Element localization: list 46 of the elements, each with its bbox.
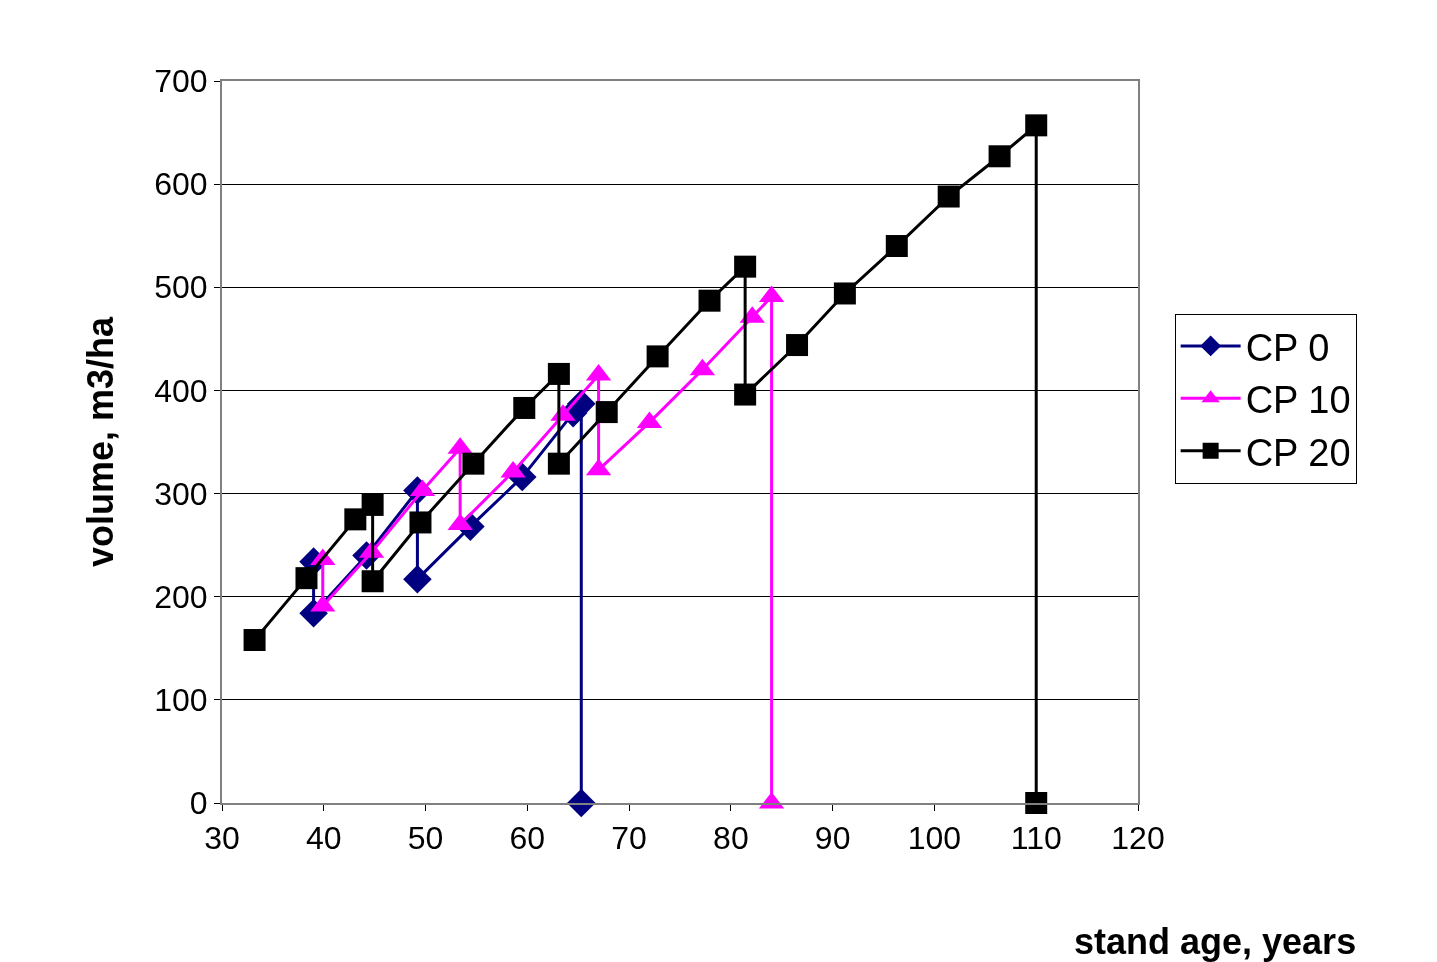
x-tick-label: 30	[204, 820, 240, 857]
point	[698, 289, 721, 312]
point	[595, 401, 618, 424]
point	[885, 235, 908, 258]
x-tick-label: 50	[407, 820, 444, 857]
x-tick-label: 120	[1111, 820, 1165, 857]
point	[243, 629, 266, 652]
y-axis-title: volume, m3/ha	[79, 315, 121, 568]
legend-label: CP 0	[1245, 326, 1330, 369]
x-tick-label: 40	[305, 820, 342, 857]
x-axis-title: stand age, years	[1074, 921, 1357, 962]
point	[734, 383, 757, 406]
y-tick-label: 0	[189, 785, 208, 822]
point	[462, 452, 485, 475]
y-tick-label: 300	[154, 475, 208, 512]
x-tick-label: 110	[1010, 820, 1062, 857]
point	[295, 567, 318, 590]
point	[988, 145, 1011, 168]
point	[547, 362, 570, 385]
point	[1025, 792, 1048, 814]
point	[734, 255, 757, 278]
point	[937, 185, 960, 208]
y-tick-label: 400	[154, 372, 208, 409]
x-tick-label: 100	[907, 820, 962, 857]
x-tick-label: 90	[814, 820, 851, 857]
x-tick-label: 60	[509, 820, 546, 857]
point	[1025, 114, 1048, 137]
point	[786, 334, 809, 357]
point	[361, 493, 384, 516]
x-tick-label: 80	[713, 820, 749, 857]
y-tick-label: 700	[154, 63, 208, 100]
y-tick-label: 200	[154, 578, 208, 615]
y-tick-label: 500	[154, 269, 208, 306]
y-tick-label: 600	[154, 166, 208, 203]
legend-label: CP 20	[1245, 431, 1351, 474]
y-tick-label: 100	[154, 682, 208, 719]
point	[403, 564, 432, 594]
legend-label: CP 10	[1245, 379, 1351, 422]
point	[409, 511, 432, 534]
point	[361, 570, 384, 593]
point	[547, 452, 570, 475]
point	[833, 282, 856, 305]
point	[646, 345, 669, 368]
point	[344, 508, 367, 531]
x-tick-label: 70	[611, 820, 647, 857]
point	[513, 396, 536, 419]
